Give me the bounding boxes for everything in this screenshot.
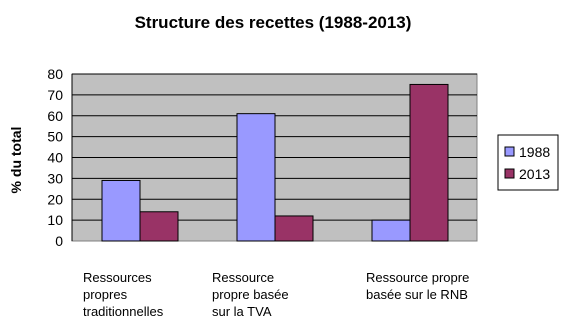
x-category-label: Ressources propres traditionnelles — [83, 270, 164, 319]
bar-2013-2 — [409, 83, 449, 242]
y-tick-label: 60 — [47, 108, 63, 124]
y-axis-label: % du total — [8, 127, 24, 194]
bar-2013-0 — [139, 211, 179, 242]
bar-1988-1 — [236, 113, 276, 242]
legend-label-1988: 1988 — [519, 144, 550, 160]
bar-1988-0 — [101, 179, 141, 242]
plot-area: 0 10 20 30 40 50 60 70 80 Ressources propres tradit… — [47, 66, 478, 319]
y-tick-label: 10 — [47, 212, 63, 228]
legend-swatch-2013 — [504, 168, 515, 179]
y-tick-label: 20 — [47, 191, 63, 207]
y-tick-label: 50 — [47, 129, 63, 145]
x-category-label: Ressource propre basée sur la TVA — [212, 270, 289, 319]
legend-box — [497, 134, 559, 191]
y-tick-label: 0 — [55, 233, 63, 249]
legend-swatch-1988 — [504, 146, 515, 157]
y-tick-label: 80 — [47, 66, 63, 82]
y-tick-label: 70 — [47, 87, 63, 103]
chart-title: Structure des recettes (1988-2013) — [135, 13, 412, 32]
legend: 1988 2013 — [497, 134, 559, 191]
y-tick-label: 30 — [47, 170, 63, 186]
bar-2013-1 — [274, 215, 314, 242]
y-tick-label: 40 — [47, 150, 63, 166]
legend-label-2013: 2013 — [519, 166, 550, 182]
x-category-label: Ressource propre basée sur le RNB — [366, 270, 469, 302]
bar-1988-2 — [371, 219, 411, 242]
